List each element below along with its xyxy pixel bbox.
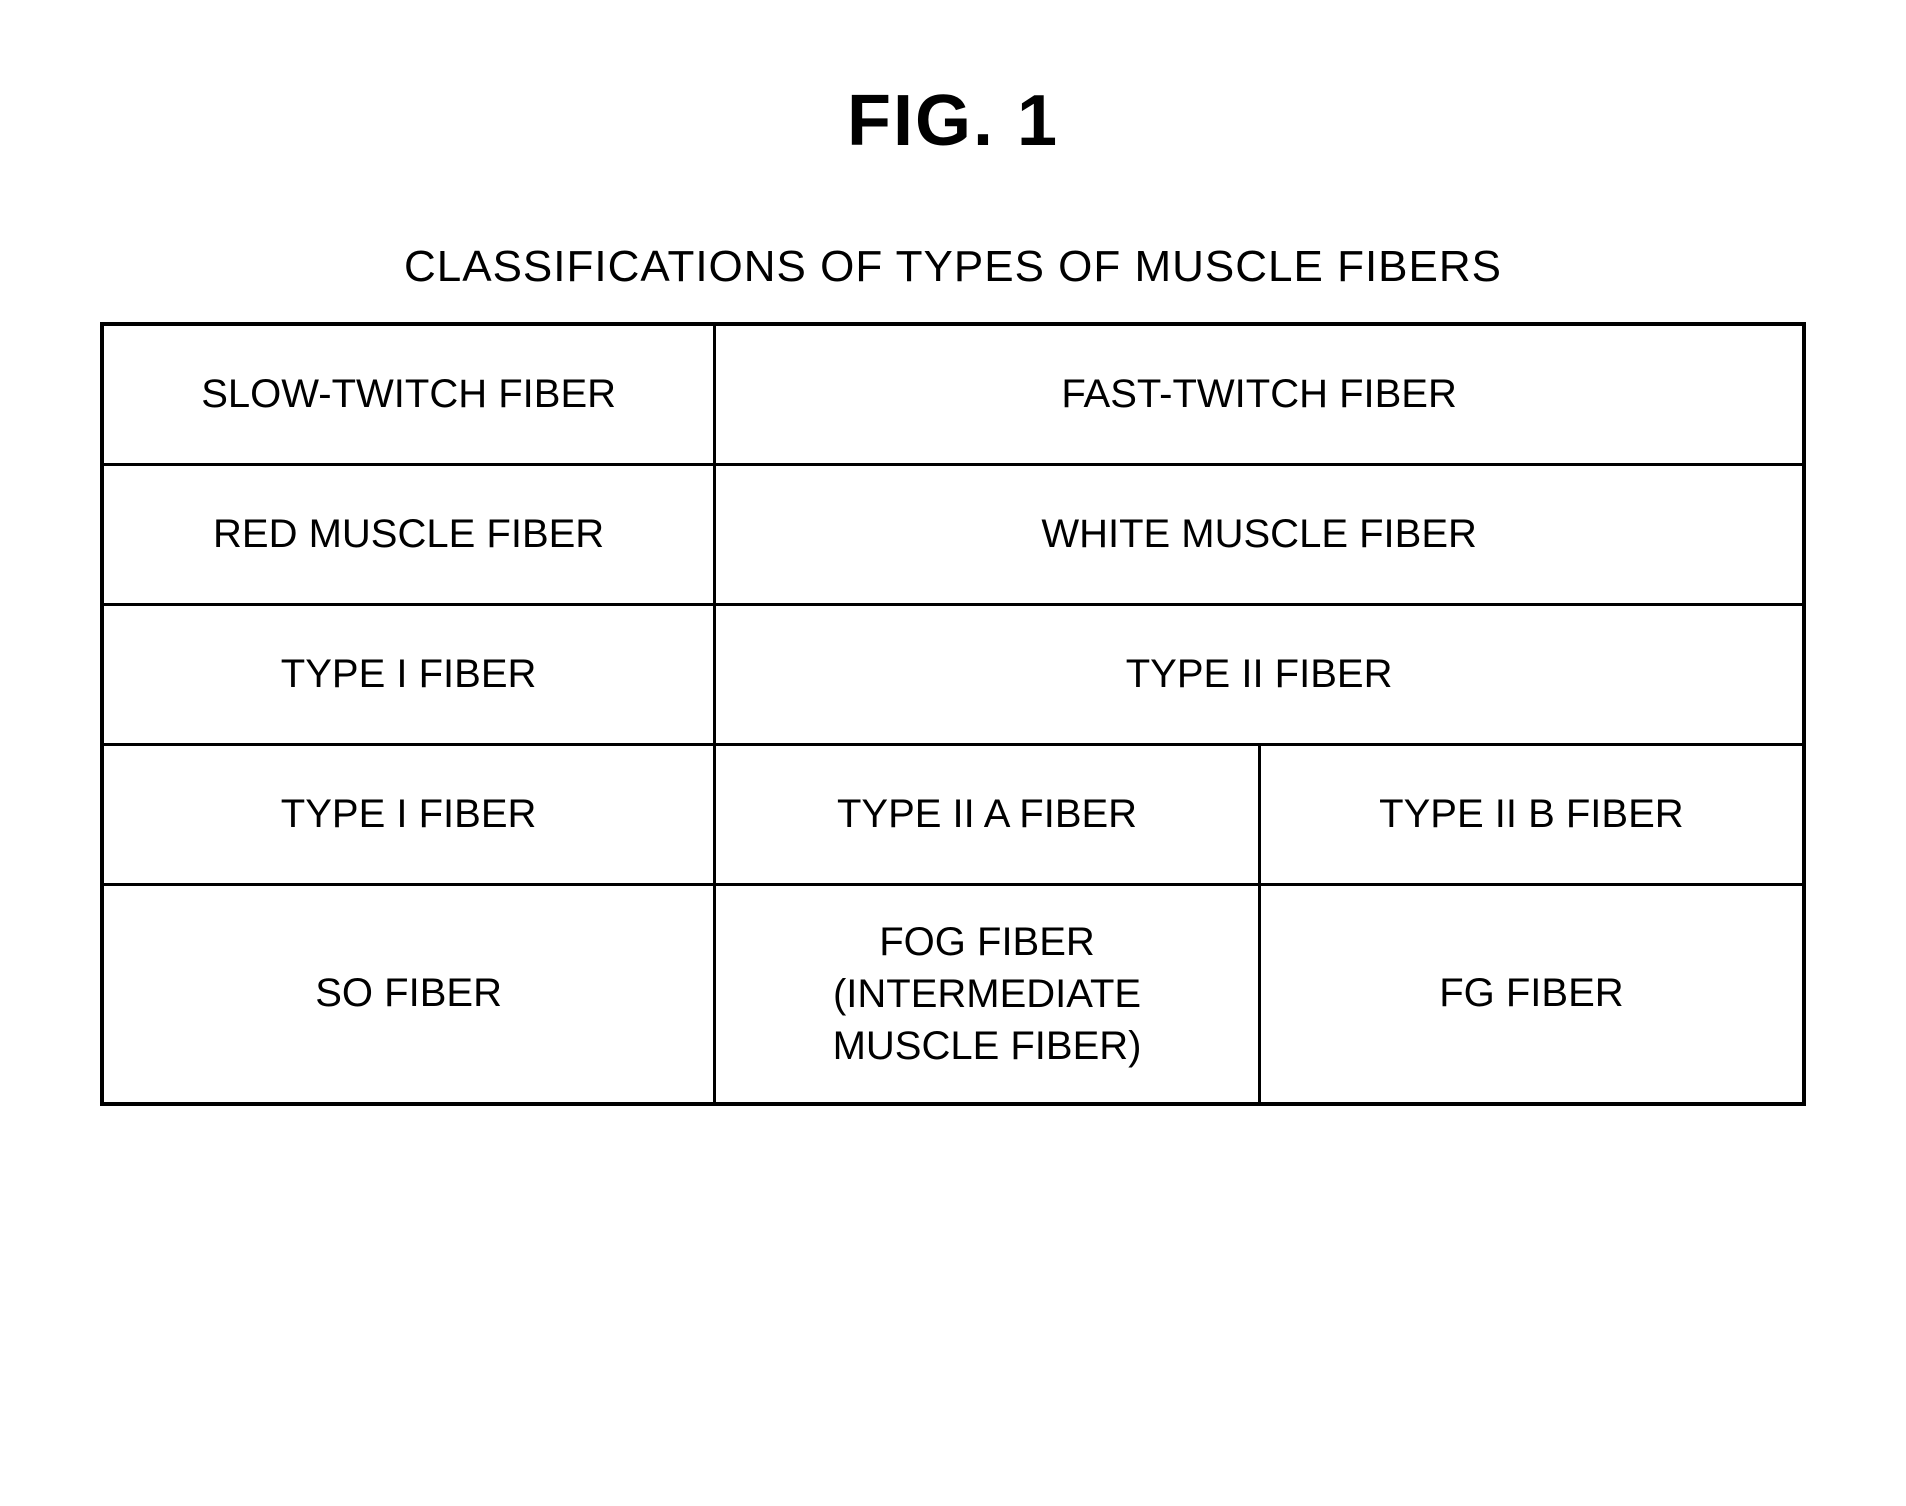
table-row: SLOW-TWITCH FIBER FAST-TWITCH FIBER <box>102 324 1804 464</box>
table-row: TYPE I FIBER TYPE II FIBER <box>102 604 1804 744</box>
table-caption: CLASSIFICATIONS OF TYPES OF MUSCLE FIBER… <box>100 242 1806 292</box>
table-cell: FG FIBER <box>1259 884 1804 1104</box>
table-cell: SO FIBER <box>102 884 715 1104</box>
table-cell: TYPE I FIBER <box>102 744 715 884</box>
table-cell: FOG FIBER(INTERMEDIATEMUSCLE FIBER) <box>715 884 1260 1104</box>
table-row: SO FIBER FOG FIBER(INTERMEDIATEMUSCLE FI… <box>102 884 1804 1104</box>
figure-title: FIG. 1 <box>100 80 1806 162</box>
table-cell: SLOW-TWITCH FIBER <box>102 324 715 464</box>
table-row: TYPE I FIBER TYPE II A FIBER TYPE II B F… <box>102 744 1804 884</box>
table-cell: TYPE II FIBER <box>715 604 1804 744</box>
classification-table: SLOW-TWITCH FIBER FAST-TWITCH FIBER RED … <box>100 322 1806 1106</box>
table-cell: WHITE MUSCLE FIBER <box>715 464 1804 604</box>
table-cell: RED MUSCLE FIBER <box>102 464 715 604</box>
table-cell: TYPE II A FIBER <box>715 744 1260 884</box>
table-cell: TYPE II B FIBER <box>1259 744 1804 884</box>
table-cell: FAST-TWITCH FIBER <box>715 324 1804 464</box>
table-cell: TYPE I FIBER <box>102 604 715 744</box>
table-row: RED MUSCLE FIBER WHITE MUSCLE FIBER <box>102 464 1804 604</box>
